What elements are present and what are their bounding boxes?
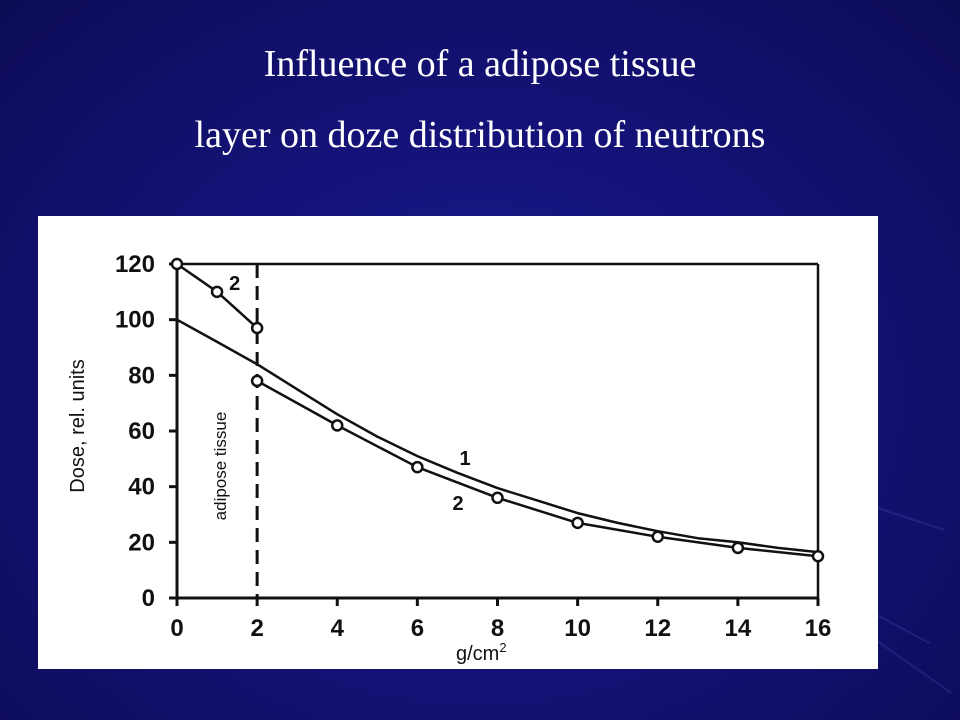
x-axis-label-base: g/cm — [456, 643, 499, 665]
curve-label-2-lower: 2 — [453, 493, 464, 515]
series-line-2 — [256, 379, 819, 558]
y-tick-label: 60 — [128, 418, 155, 445]
axes-layer — [175, 262, 820, 600]
data-point — [210, 285, 224, 299]
data-point — [170, 257, 184, 271]
x-tick-label: 14 — [725, 615, 752, 642]
data-point — [250, 321, 264, 335]
x-tick-label: 12 — [644, 615, 671, 642]
data-point — [651, 530, 664, 544]
series-line-0 — [176, 318, 819, 554]
x-tick-label: 6 — [411, 615, 424, 642]
x-tick-label: 8 — [491, 615, 504, 642]
y-tick-label: 20 — [128, 529, 155, 556]
data-point — [250, 374, 264, 388]
y-tick-label: 100 — [115, 307, 155, 334]
data-point — [571, 516, 584, 530]
data-point — [411, 460, 424, 474]
x-tick-label: 4 — [331, 615, 345, 642]
y-tick-label: 80 — [128, 362, 155, 389]
x-axis-label-superscript: 2 — [499, 640, 506, 655]
data-point — [811, 550, 825, 563]
y-axis-label: Dose, rel. units — [67, 359, 89, 492]
curve-label-1: 1 — [459, 448, 470, 470]
adipose-tissue-label: adipose tissue — [211, 412, 230, 521]
y-tick-label: 120 — [115, 251, 155, 278]
x-axis-label: g/cm2 — [456, 640, 507, 665]
y-tick-label: 40 — [128, 474, 155, 501]
data-point — [491, 491, 504, 505]
x-tick-label: 16 — [805, 615, 832, 642]
x-tick-label: 2 — [250, 615, 263, 642]
data-point — [331, 419, 344, 432]
x-tick-label: 10 — [564, 615, 591, 642]
labels-layer: 1 2 2 — [229, 273, 471, 515]
slide-title-line2: layer on doze distribution of neutrons — [194, 114, 766, 156]
x-tick-label: 0 — [170, 615, 183, 642]
curve-label-2-upper: 2 — [229, 273, 240, 295]
slide-title-line1: Influence of a adipose tissue — [263, 43, 697, 85]
series-layer — [170, 257, 825, 563]
y-tick-label: 0 — [142, 585, 155, 612]
data-point — [731, 541, 745, 555]
